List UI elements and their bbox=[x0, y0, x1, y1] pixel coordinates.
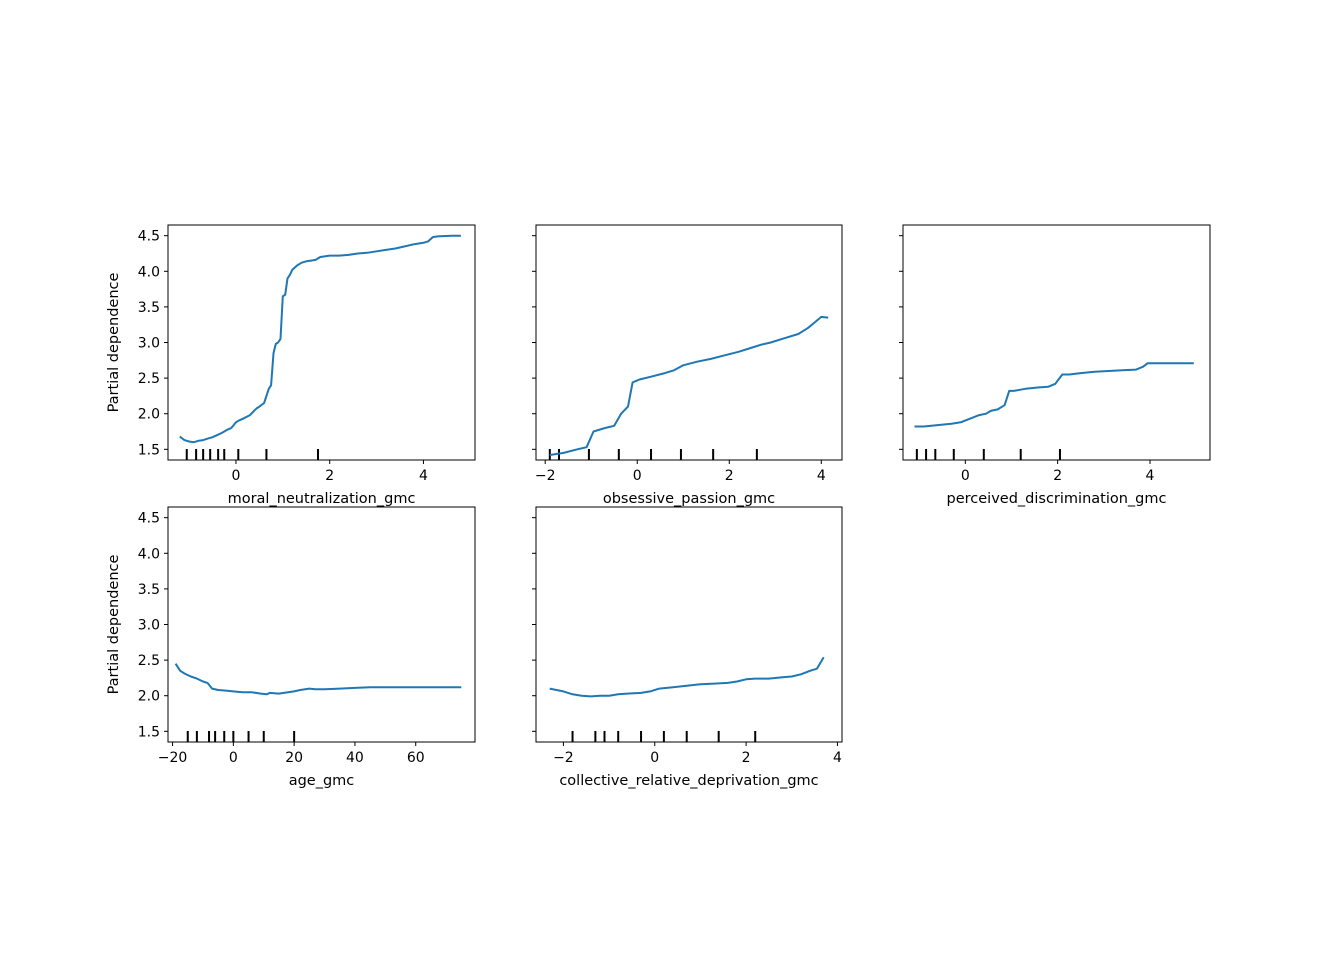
x-tick-label: −2 bbox=[535, 468, 556, 484]
x-tick-label: 2 bbox=[742, 750, 751, 766]
y-tick-label: 1.5 bbox=[138, 724, 160, 740]
y-tick-label: 2.0 bbox=[138, 689, 160, 705]
y-tick-label: 2.5 bbox=[138, 371, 160, 387]
x-axis-label: collective_relative_deprivation_gmc bbox=[559, 773, 818, 789]
y-tick-label: 4.0 bbox=[138, 264, 160, 280]
x-tick-label: 0 bbox=[633, 468, 642, 484]
pd-line bbox=[914, 362, 1194, 428]
x-axis-label: age_gmc bbox=[289, 773, 355, 789]
pd-line bbox=[174, 663, 462, 696]
x-tick-label: 4 bbox=[1146, 468, 1155, 484]
x-tick-label: −2 bbox=[553, 750, 574, 766]
x-axis-label: obsessive_passion_gmc bbox=[603, 491, 775, 507]
y-tick-label: 3.5 bbox=[138, 300, 160, 316]
pd-panel: 1.5 2.0 2.5 3.0 3.5 4.0 4.5 −20 0 20 40 60 age_gmc Pa… bbox=[106, 506, 476, 789]
x-tick-label: 0 bbox=[229, 750, 238, 766]
x-tick-label: 4 bbox=[419, 468, 428, 484]
x-tick-label: 4 bbox=[833, 750, 842, 766]
y-tick-label: 3.0 bbox=[138, 336, 160, 352]
x-tick-label: 40 bbox=[346, 750, 364, 766]
x-tick-label: 0 bbox=[650, 750, 659, 766]
pd-panel: 0 2 4 perceived_discrimination_gmc bbox=[899, 224, 1211, 507]
x-tick-label: 2 bbox=[325, 468, 334, 484]
axes-frame bbox=[167, 224, 476, 461]
x-tick-label: 2 bbox=[725, 468, 734, 484]
y-tick-label: 2.5 bbox=[138, 653, 160, 669]
x-tick-label: 60 bbox=[407, 750, 425, 766]
y-tick-label: 4.5 bbox=[138, 511, 160, 527]
pd-panel: −2 0 2 4 collective_relative_deprivation_gmc bbox=[532, 506, 843, 789]
pd-panel: −2 0 2 4 obsessive_passion_gmc bbox=[532, 224, 843, 507]
y-tick-label: 2.0 bbox=[138, 407, 160, 423]
x-tick-label: −20 bbox=[158, 750, 188, 766]
y-tick-label: 3.0 bbox=[138, 618, 160, 634]
y-tick-label: 4.0 bbox=[138, 546, 160, 562]
x-tick-label: 4 bbox=[817, 468, 826, 484]
pd-panel: 1.5 2.0 2.5 3.0 3.5 4.0 4.5 0 2 4moral_neutraliza… bbox=[106, 224, 476, 507]
x-axis-label: moral_neutralization_gmc bbox=[228, 491, 416, 507]
axes-frame bbox=[167, 506, 476, 743]
x-tick-label: 0 bbox=[961, 468, 970, 484]
axes-frame bbox=[535, 506, 843, 743]
x-tick-label: 20 bbox=[285, 750, 303, 766]
pd-line bbox=[179, 234, 461, 444]
x-tick-label: 2 bbox=[1053, 468, 1062, 484]
y-tick-label: 4.5 bbox=[138, 229, 160, 245]
x-axis-label: perceived_discrimination_gmc bbox=[947, 491, 1167, 507]
y-tick-label: 1.5 bbox=[138, 442, 160, 458]
axes-frame bbox=[535, 224, 843, 461]
y-axis-label: Partial dependence bbox=[106, 555, 122, 695]
y-axis-label: Partial dependence bbox=[106, 273, 122, 413]
y-tick-label: 3.5 bbox=[138, 582, 160, 598]
pd-line bbox=[549, 656, 825, 698]
x-tick-label: 0 bbox=[232, 468, 241, 484]
pd-line bbox=[549, 315, 829, 456]
